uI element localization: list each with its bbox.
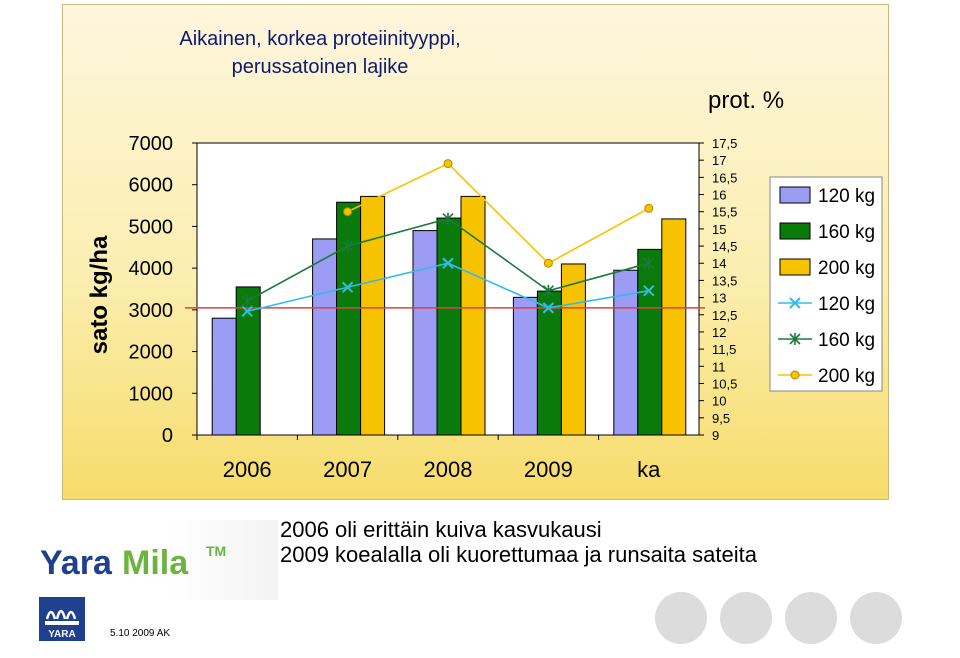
point-star	[542, 284, 554, 297]
point-circle	[343, 207, 353, 217]
y2-tick-label: 15	[712, 222, 726, 237]
bar-120kg-2007	[312, 238, 338, 436]
y2-tick-label: 17	[712, 153, 726, 168]
legend-label: 120 kg	[818, 294, 875, 315]
y-tick-label: 1000	[129, 383, 174, 405]
point-x	[241, 305, 253, 318]
yara-emblem-icon: YARA	[39, 597, 85, 641]
bar-200kg-ka	[661, 218, 687, 436]
legend-swatch	[779, 186, 811, 204]
point-x	[542, 302, 555, 314]
legend: 120 kg 160 kg 200 kg 120 kg 160 kg 200 kg	[769, 176, 883, 392]
x-tick-label: 2007	[323, 457, 372, 482]
legend-swatch	[779, 258, 811, 276]
y2-tick-label: 13	[712, 291, 726, 306]
y2-tick-label: 16,5	[712, 170, 737, 185]
plot-area: 7000 6000 5000 4000 3000 2000 1000 0 17,5 17 16,5 1…	[129, 133, 738, 482]
point-circle	[543, 258, 553, 268]
bar-200kg-2009	[560, 263, 586, 436]
y2-tick-label: 12,5	[712, 308, 737, 323]
logo-area	[0, 520, 278, 600]
bar-160kg-ka	[637, 248, 663, 436]
x-tick-label: 2009	[524, 457, 573, 482]
yaramila-logo-mila: Mila	[122, 544, 189, 582]
y2-axis-label: prot. %	[708, 87, 784, 114]
bar-160kg-2006	[235, 286, 261, 436]
chart-svg: Aikainen, korkea proteiinityyppi, peruss…	[86, 28, 883, 482]
chart-title-line-1: Aikainen, korkea proteiinityyppi,	[179, 28, 460, 50]
y2-tick-label: 10,5	[712, 376, 737, 391]
decor-circle	[655, 592, 707, 644]
point-circle	[443, 159, 453, 169]
note-2009: 2009 koealalla oli kuorettumaa ja runsai…	[280, 542, 757, 567]
bar-160kg-2009	[536, 290, 562, 436]
chart-panel: Aikainen, korkea proteiinityyppi, peruss…	[62, 4, 889, 500]
x-tick-label: 2008	[424, 457, 473, 482]
y-axis-label: sato kg/ha	[86, 235, 113, 354]
bar-120kg-2009	[512, 296, 538, 436]
x-tick-label: 2006	[223, 457, 272, 482]
footer-date: 5.10 2009 AK	[110, 628, 171, 639]
yaramila-logo-yara: Yara	[40, 544, 113, 582]
point-x	[341, 281, 354, 293]
legend-box	[769, 176, 883, 392]
legend-label: 160 kg	[818, 222, 875, 243]
bar-120kg-2006	[211, 317, 237, 436]
y2-tick-label: 14	[712, 256, 726, 271]
legend-marker	[789, 297, 801, 309]
y-tick-label: 7000	[129, 133, 174, 155]
y2-tick-label: 9,5	[712, 411, 730, 426]
point-x	[643, 285, 655, 297]
line-circle-200kg	[347, 162, 650, 265]
y-tick-label: 2000	[129, 342, 174, 364]
y2-tick-label: 16	[712, 188, 726, 203]
legend-marker	[789, 333, 801, 345]
legend-swatch	[779, 222, 811, 240]
legend-label: 160 kg	[818, 330, 875, 351]
y2-tick-label: 15,5	[712, 205, 737, 220]
y2-tick-label: 9	[712, 428, 719, 443]
bar-160kg-2007	[336, 201, 362, 436]
legend-marker	[790, 370, 800, 380]
decor-circle	[850, 592, 902, 644]
chart-title-line-2: perussatoinen lajike	[232, 56, 409, 78]
yaramila-logo-tm: TM	[206, 543, 226, 559]
legend-label: 200 kg	[818, 258, 875, 279]
bar-120kg-2008	[412, 230, 438, 436]
yaramila-logo: Yara Mila TM	[40, 543, 226, 582]
y-tick-label: 0	[162, 425, 173, 447]
legend-label: 200 kg	[818, 366, 875, 387]
point-star	[342, 240, 354, 253]
bar-160kg-2008	[436, 217, 462, 436]
x-tick-label: ka	[637, 457, 661, 482]
point-circle	[644, 203, 654, 213]
decor-circle	[720, 592, 772, 644]
bar-120kg-ka	[613, 269, 639, 436]
decor-circle	[785, 592, 837, 644]
point-star	[241, 295, 253, 308]
point-x	[442, 257, 454, 269]
y2-tick-label: 12	[712, 325, 726, 340]
y2-tick-label: 11,5	[712, 342, 736, 357]
y-tick-label: 6000	[129, 175, 174, 197]
y2-tick-label: 14,5	[712, 239, 737, 254]
y2-tick-label: 11	[712, 359, 726, 374]
legend-label: 120 kg	[818, 186, 875, 207]
y-tick-label: 3000	[129, 300, 174, 322]
bar-200kg-2007	[360, 195, 386, 436]
y2-tick-label: 13,5	[712, 273, 737, 288]
y2-tick-label: 10	[712, 394, 726, 409]
y-tick-label: 5000	[129, 216, 174, 238]
y2-tick-label: 17,5	[712, 136, 737, 151]
y-tick-label: 4000	[129, 258, 174, 280]
yara-emblem-text: YARA	[48, 629, 75, 640]
note-2006: 2006 oli erittäin kuiva kasvukausi	[280, 517, 602, 542]
bar-200kg-2008	[460, 195, 486, 436]
point-star	[442, 212, 454, 225]
point-star	[643, 257, 655, 270]
